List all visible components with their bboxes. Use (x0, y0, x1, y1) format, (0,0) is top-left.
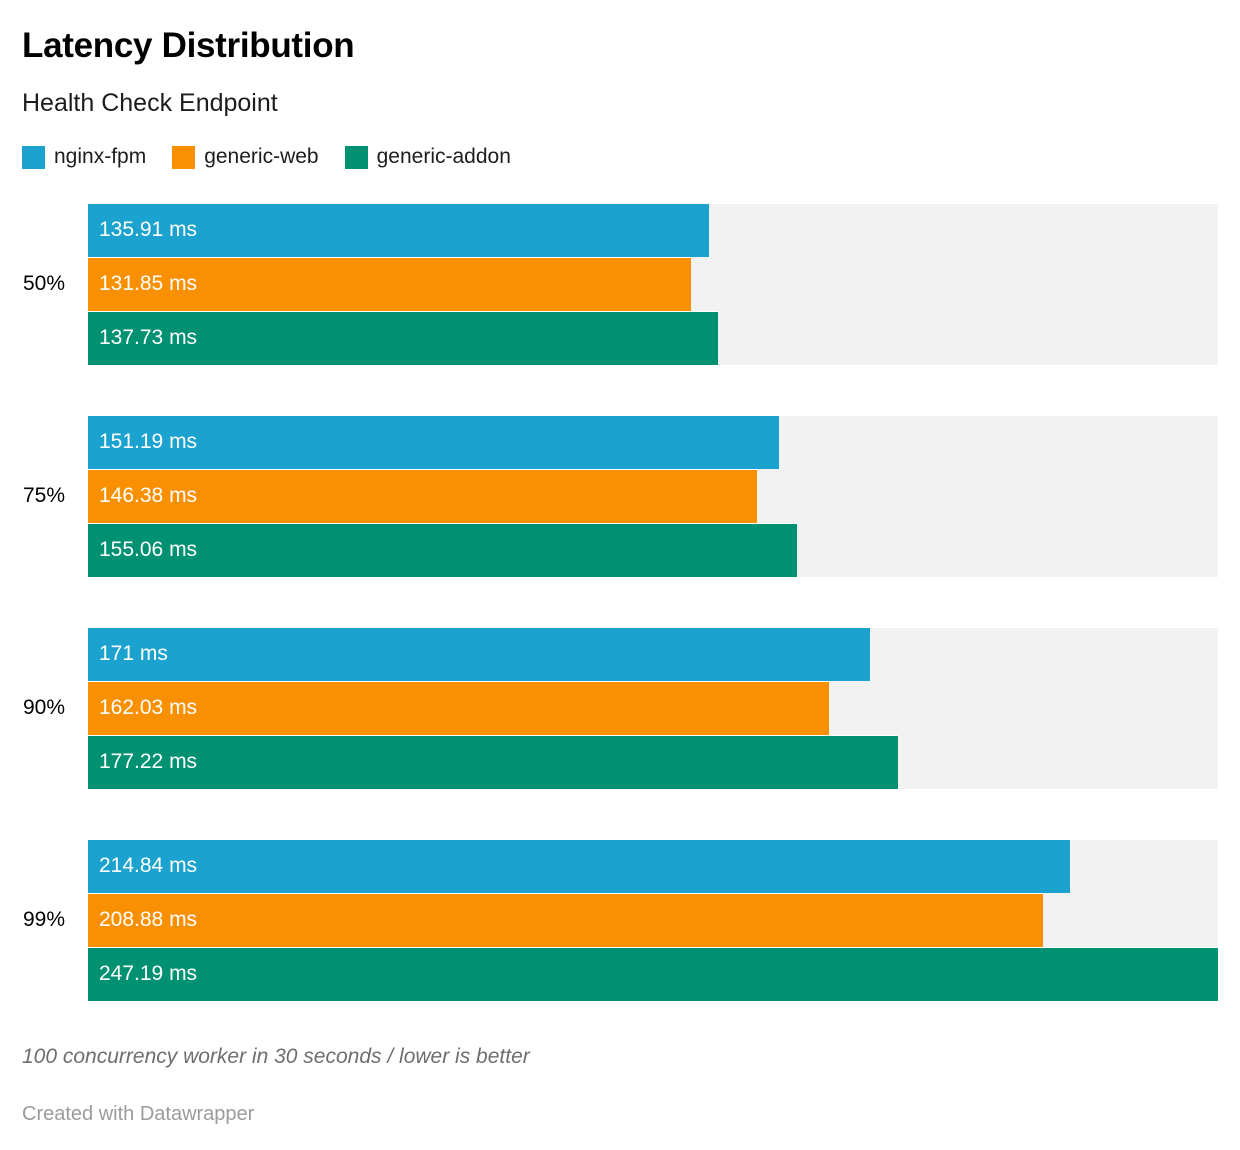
legend-item-nginx-fpm: nginx-fpm (22, 145, 146, 169)
legend-swatch-icon (344, 145, 368, 169)
category-label: 90% (22, 696, 65, 720)
category-label: 75% (22, 484, 65, 508)
bar-value-label: 171 ms (99, 642, 168, 666)
bar-group-75: 75% 151.19 ms 146.38 ms 155.06 ms (22, 415, 1218, 577)
bar-value-label: 151.19 ms (99, 430, 198, 454)
bar-generic-web[interactable]: 146.38 ms (88, 468, 758, 523)
bar-group-99: 99% 214.84 ms 208.88 ms 247.19 ms (22, 839, 1218, 1001)
legend-swatch-icon (22, 145, 45, 169)
bar-generic-web[interactable]: 162.03 ms (88, 680, 829, 735)
bar-generic-addon[interactable]: 155.06 ms (88, 522, 797, 577)
bar-nginx-fpm[interactable]: 151.19 ms (88, 415, 780, 469)
bar-value-label: 135.91 ms (99, 218, 198, 242)
legend: nginx-fpm generic-web generic-addon (22, 145, 1218, 169)
bar-generic-addon[interactable]: 177.22 ms (88, 734, 899, 789)
bar-track: 135.91 ms 131.85 ms 137.73 ms (88, 203, 1218, 365)
bar-value-label: 247.19 ms (99, 962, 198, 986)
category-label: 99% (22, 908, 65, 932)
bar-generic-web[interactable]: 208.88 ms (88, 892, 1043, 947)
bar-generic-addon[interactable]: 137.73 ms (88, 310, 718, 365)
legend-item-generic-web: generic-web (172, 145, 319, 169)
legend-label: nginx-fpm (54, 145, 147, 169)
bar-group-90: 90% 171 ms 162.03 ms 177.22 ms (22, 627, 1218, 789)
bar-generic-addon[interactable]: 247.19 ms (88, 946, 1218, 1001)
page-title: Latency Distribution (22, 26, 355, 65)
bar-value-label: 177.22 ms (99, 750, 198, 774)
bar-value-label: 162.03 ms (99, 696, 198, 720)
legend-label: generic-web (204, 145, 319, 169)
bar-track: 171 ms 162.03 ms 177.22 ms (88, 627, 1218, 789)
datawrapper-attribution-link[interactable]: Created with Datawrapper (22, 1102, 255, 1125)
category-label: 50% (22, 272, 65, 296)
bar-group-50: 50% 135.91 ms 131.85 ms 137.73 ms (22, 203, 1218, 365)
bar-value-label: 155.06 ms (99, 538, 198, 562)
bar-value-label: 137.73 ms (99, 326, 198, 350)
bar-value-label: 214.84 ms (99, 854, 198, 878)
bar-nginx-fpm[interactable]: 214.84 ms (88, 839, 1071, 893)
bar-generic-web[interactable]: 131.85 ms (88, 256, 691, 311)
bar-value-label: 208.88 ms (99, 908, 198, 932)
bar-value-label: 146.38 ms (99, 484, 198, 508)
legend-item-generic-addon: generic-addon (344, 145, 511, 169)
legend-label: generic-addon (376, 145, 511, 169)
chart-notes: 100 concurrency worker in 30 seconds / l… (22, 1044, 530, 1068)
bar-track: 151.19 ms 146.38 ms 155.06 ms (88, 415, 1218, 577)
bar-value-label: 131.85 ms (99, 272, 198, 296)
chart-subtitle: Health Check Endpoint (22, 88, 278, 117)
bar-chart: 50% 135.91 ms 131.85 ms 137.73 ms 75% 15… (22, 203, 1218, 1001)
bar-nginx-fpm[interactable]: 135.91 ms (88, 203, 710, 257)
bar-track: 214.84 ms 208.88 ms 247.19 ms (88, 839, 1218, 1001)
legend-swatch-icon (172, 145, 196, 169)
bar-nginx-fpm[interactable]: 171 ms (88, 627, 870, 681)
